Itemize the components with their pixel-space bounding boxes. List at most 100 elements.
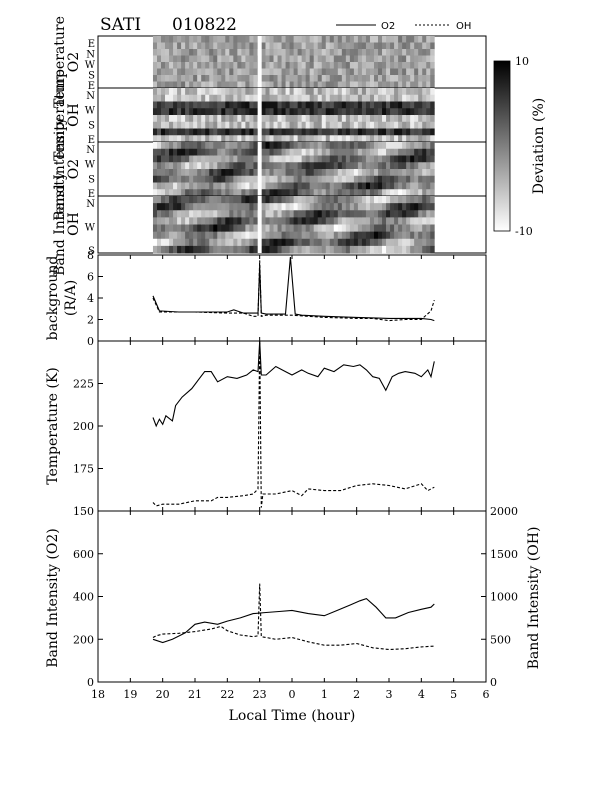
keogram-cell [414, 128, 419, 136]
keogram-cell [165, 175, 170, 183]
keogram-cell [305, 42, 311, 50]
keogram-cell [341, 88, 347, 96]
keogram-cell [169, 81, 174, 89]
keogram-title-line2: O2 [66, 52, 82, 72]
keogram-cell [390, 68, 395, 76]
keogram-cell [293, 217, 299, 225]
keogram-cell [201, 148, 206, 156]
keogram-cell [209, 224, 214, 233]
keogram-cell [410, 55, 415, 63]
keogram-cell [317, 196, 323, 204]
keogram-cell [317, 217, 323, 225]
keogram-cell [169, 42, 174, 50]
keogram-cell [285, 245, 290, 254]
keogram-cell [293, 81, 299, 89]
keogram-cell [209, 189, 214, 197]
keogram-cell [249, 115, 254, 123]
keogram-cell [333, 135, 339, 143]
keogram-cell [289, 121, 295, 129]
keogram-cell [414, 88, 419, 96]
keogram-cell [394, 94, 399, 102]
keogram-title-line2: OH [66, 212, 82, 236]
keogram-cell [382, 142, 387, 150]
keogram-cell [325, 217, 331, 225]
keogram-cell [209, 81, 214, 89]
keogram-cell [189, 135, 194, 143]
keogram-cell [402, 203, 407, 211]
keogram-cell [373, 169, 379, 177]
keogram-cell [329, 148, 335, 156]
keogram-cell [241, 162, 246, 170]
keogram-cell [297, 245, 303, 254]
keogram-cell [329, 94, 335, 102]
keogram-cell [253, 217, 258, 225]
keogram-cell [313, 94, 319, 102]
keogram-cell [390, 182, 395, 190]
keogram-cell [201, 128, 206, 136]
keogram-cell [414, 42, 419, 50]
keogram-cell [193, 49, 198, 56]
keogram-cell [189, 115, 194, 123]
keogram-cell [297, 121, 303, 129]
keogram-image [152, 196, 435, 254]
keogram-cell [418, 88, 423, 96]
keogram-cell [398, 68, 403, 76]
keogram-cell [249, 128, 254, 136]
keogram-cell [237, 169, 242, 177]
keogram-cell [398, 217, 403, 225]
keogram-cell [185, 68, 190, 76]
keogram-cell [349, 238, 355, 247]
keogram-title-line1: Temperature [52, 69, 68, 161]
keogram-cell [289, 68, 295, 76]
keogram-cell [394, 75, 399, 82]
keogram-cell [221, 135, 226, 143]
keogram-cell [225, 155, 230, 163]
keogram-cell [386, 169, 391, 177]
keogram-cell [269, 101, 274, 109]
keogram-cell [373, 245, 379, 254]
keogram-cell [406, 121, 411, 129]
keogram-cell [382, 49, 387, 56]
keogram-cell [197, 42, 202, 50]
keogram-cell [430, 94, 435, 102]
keogram-cell [410, 245, 415, 254]
keogram-cell [406, 128, 411, 136]
keogram-cell [169, 217, 174, 225]
keogram-cell [402, 182, 407, 190]
keogram-cell [309, 224, 315, 233]
keogram-cell [209, 182, 214, 190]
keogram-cell [402, 210, 407, 218]
keogram-cell [353, 238, 359, 247]
keogram-cell [237, 135, 242, 143]
keogram-cell [333, 182, 339, 190]
keogram-cell [357, 42, 363, 50]
keogram-cell [398, 94, 403, 102]
keogram-cell [301, 128, 307, 136]
keogram-cell [181, 217, 186, 225]
keogram-cell [181, 182, 186, 190]
keogram-cell [390, 142, 395, 150]
keogram-cell [249, 55, 254, 63]
keogram-cell [426, 182, 431, 190]
keogram-cell [253, 189, 258, 197]
keogram-cell [333, 94, 339, 102]
keogram-cell [156, 217, 162, 225]
keogram-cell [217, 148, 222, 156]
keogram-cell [349, 108, 355, 116]
keogram-cell [193, 68, 198, 76]
keogram-cell [365, 62, 371, 69]
keogram-cell [213, 196, 218, 204]
keogram-cell [293, 68, 299, 76]
keogram-cell [277, 115, 282, 123]
keogram-cell [197, 142, 202, 150]
keogram-cell [414, 148, 419, 156]
keogram-cell [394, 224, 399, 233]
keogram-cell [345, 231, 351, 240]
keogram-cell [305, 94, 311, 102]
keogram-cell [422, 231, 427, 240]
keogram-cell [430, 210, 435, 218]
keogram-cell [161, 162, 166, 170]
keogram-cell [317, 121, 323, 129]
keogram-cell [341, 182, 347, 190]
